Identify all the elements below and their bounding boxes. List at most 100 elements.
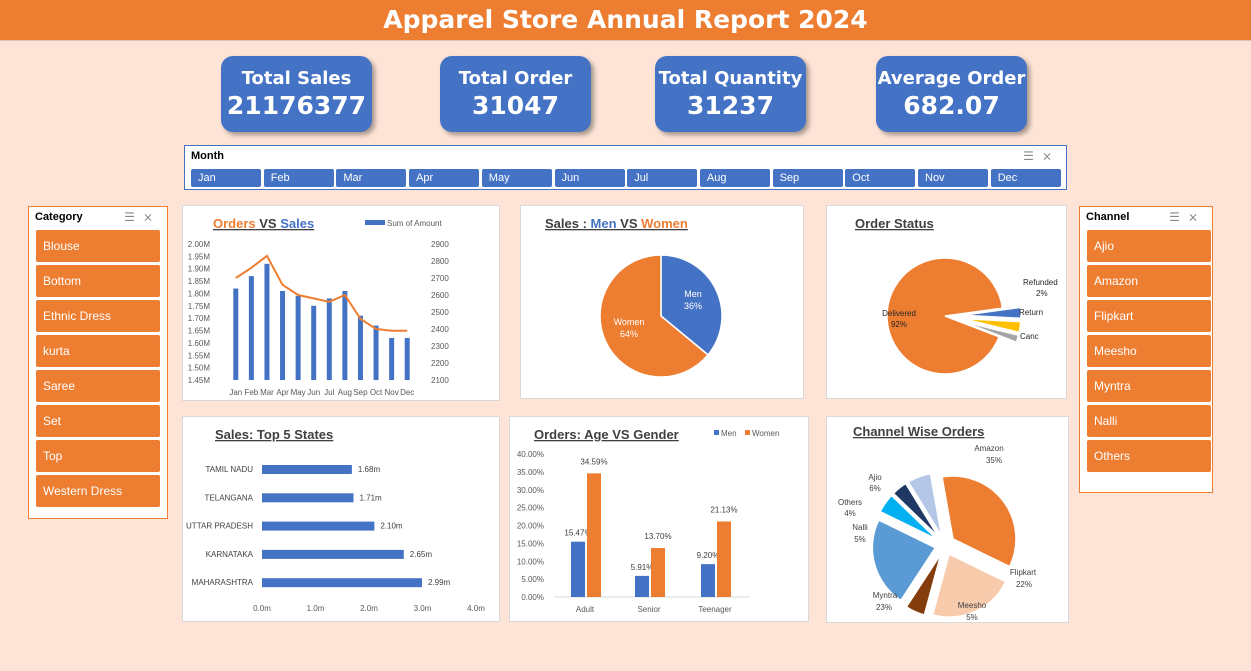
pie-value: 35%	[986, 456, 1002, 465]
month-button-jul[interactable]: Jul	[627, 169, 698, 187]
y-tick-left: 1.75M	[188, 302, 211, 311]
pie-slice-flipkart	[931, 553, 1007, 618]
y-tick-left: 1.80M	[188, 289, 211, 298]
top-states-chart: Sales: Top 5 States TAMIL NADU 1.68m TELANG…	[186, 427, 485, 613]
channel-button-flipkart[interactable]: Flipkart	[1087, 300, 1211, 332]
month-button-aug[interactable]: Aug	[699, 169, 770, 187]
kpi-label: Total Sales	[241, 68, 352, 89]
bar	[635, 575, 649, 597]
category-button-saree[interactable]: Saree	[36, 370, 160, 402]
pie-label: Meesho	[958, 601, 987, 610]
x-tick: Dec	[400, 388, 414, 397]
channel-orders-chart: Channel Wise Orders Amazon 35% Flipkart 22% M…	[838, 424, 1037, 622]
category-button-ethnic-dress[interactable]: Ethnic Dress	[36, 300, 160, 332]
legend-label: Women	[752, 429, 779, 438]
data-label: 13.70%	[644, 532, 671, 541]
pie-value: 2%	[1036, 289, 1048, 298]
month-button-mar[interactable]: Mar	[336, 169, 407, 187]
month-slicer-title: Month	[191, 150, 224, 162]
x-tick: Oct	[370, 388, 383, 397]
y-tick-right: 2400	[431, 325, 449, 334]
x-tick: Jan	[229, 388, 242, 397]
category-button-western-dress[interactable]: Western Dress	[36, 475, 160, 507]
category-button-blouse[interactable]: Blouse	[36, 230, 160, 262]
channel-orders-panel: Channel Wise Orders Amazon 35% Flipkart 22% M…	[826, 416, 1069, 623]
pie-value: 5%	[966, 613, 978, 622]
clear-filter-icon[interactable]: ⨯	[1187, 210, 1206, 224]
month-button-sep[interactable]: Sep	[772, 169, 843, 187]
month-button-oct[interactable]: Oct	[845, 169, 916, 187]
chart-title: Orders VS Sales	[213, 216, 314, 231]
bar	[587, 473, 601, 597]
data-label: 9.20%	[697, 551, 720, 560]
pie-slice-others	[892, 482, 940, 538]
y-tick: 15.00%	[517, 539, 544, 548]
month-button-jun[interactable]: Jun	[554, 169, 625, 187]
x-tick: 0.0m	[253, 604, 271, 613]
pie-slice-cancelled	[962, 306, 1022, 320]
pie-value: 36%	[684, 301, 702, 311]
data-label: 15.47%	[564, 529, 591, 538]
y-tick: MAHARASHTRA	[192, 578, 254, 587]
bar	[311, 305, 317, 380]
channel-button-ajio[interactable]: Ajio	[1087, 230, 1211, 262]
legend-label: Sum of Amount	[387, 219, 442, 228]
y-tick-left: 1.60M	[188, 339, 211, 348]
chart-title: Sales : Men VS Women	[545, 216, 688, 231]
channel-button-amazon[interactable]: Amazon	[1087, 265, 1211, 297]
y-tick: TAMIL NADU	[205, 465, 253, 474]
category-button-kurta[interactable]: kurta	[36, 335, 160, 367]
month-button-nov[interactable]: Nov	[918, 169, 988, 187]
x-tick: Jul	[324, 388, 334, 397]
y-tick-right: 2200	[431, 359, 449, 368]
x-tick: Apr	[276, 388, 289, 397]
y-tick-left: 1.65M	[188, 327, 211, 336]
pie-value: 23%	[876, 603, 892, 612]
channel-button-others[interactable]: Others	[1087, 440, 1211, 472]
pie-label: Nalli	[852, 523, 868, 532]
y-tick-left: 1.50M	[188, 364, 211, 373]
category-button-top[interactable]: Top	[36, 440, 160, 472]
channel-button-nalli[interactable]: Nalli	[1087, 405, 1211, 437]
month-button-may[interactable]: May	[481, 169, 552, 187]
month-button-dec[interactable]: Dec	[990, 169, 1061, 187]
y-tick: 5.00%	[521, 575, 544, 584]
channel-button-myntra[interactable]: Myntra	[1087, 370, 1211, 402]
legend-swatch	[745, 430, 750, 435]
category-button-bottom[interactable]: Bottom	[36, 265, 160, 297]
multi-select-icon[interactable]: ☰	[1023, 149, 1042, 163]
pie-label: Others	[838, 498, 862, 507]
pie-slice-ajio	[907, 472, 943, 537]
x-tick: 2.0m	[360, 604, 378, 613]
y-tick-right: 2300	[431, 342, 449, 351]
multi-select-icon[interactable]: ☰	[124, 210, 143, 224]
bar	[571, 541, 585, 597]
pie-slice-women	[599, 254, 710, 378]
y-tick: 40.00%	[517, 450, 544, 459]
clear-filter-icon[interactable]: ⨯	[142, 210, 161, 224]
pie-slice-nalli	[879, 494, 938, 540]
pie-label: Canc	[1020, 332, 1039, 341]
bar	[233, 288, 239, 380]
orders-vs-sales-chart: Orders VS Sales Sum of Amount 2.00M 1.95M 1.…	[188, 216, 450, 397]
y-tick: 20.00%	[517, 522, 544, 531]
month-button-apr[interactable]: Apr	[409, 169, 480, 187]
kpi-value: 21176377	[226, 91, 367, 120]
pie-value: 4%	[844, 509, 856, 518]
channel-button-meesho[interactable]: Meesho	[1087, 335, 1211, 367]
month-button-feb[interactable]: Feb	[263, 169, 334, 187]
multi-select-icon[interactable]: ☰	[1169, 210, 1188, 224]
pie-slice-meesho	[905, 553, 942, 616]
month-button-jan[interactable]: Jan	[191, 169, 261, 187]
clear-filter-icon[interactable]: ⨯	[1041, 149, 1060, 163]
bar	[280, 290, 286, 380]
y-tick: KARNATAKA	[206, 550, 254, 559]
men-vs-women-chart: Sales : Men VS Women Men 36% Women 64%	[545, 216, 723, 378]
y-tick-right: 2600	[431, 291, 449, 300]
age-vs-gender-chart: Orders: Age VS Gender Men Women 40.00% 35.00…	[517, 427, 780, 614]
data-label: 2.99m	[428, 578, 451, 587]
category-button-set[interactable]: Set	[36, 405, 160, 437]
x-tick: 1.0m	[307, 604, 325, 613]
category-slicer-title: Category	[35, 211, 83, 223]
y-tick-right: 2900	[431, 240, 449, 249]
